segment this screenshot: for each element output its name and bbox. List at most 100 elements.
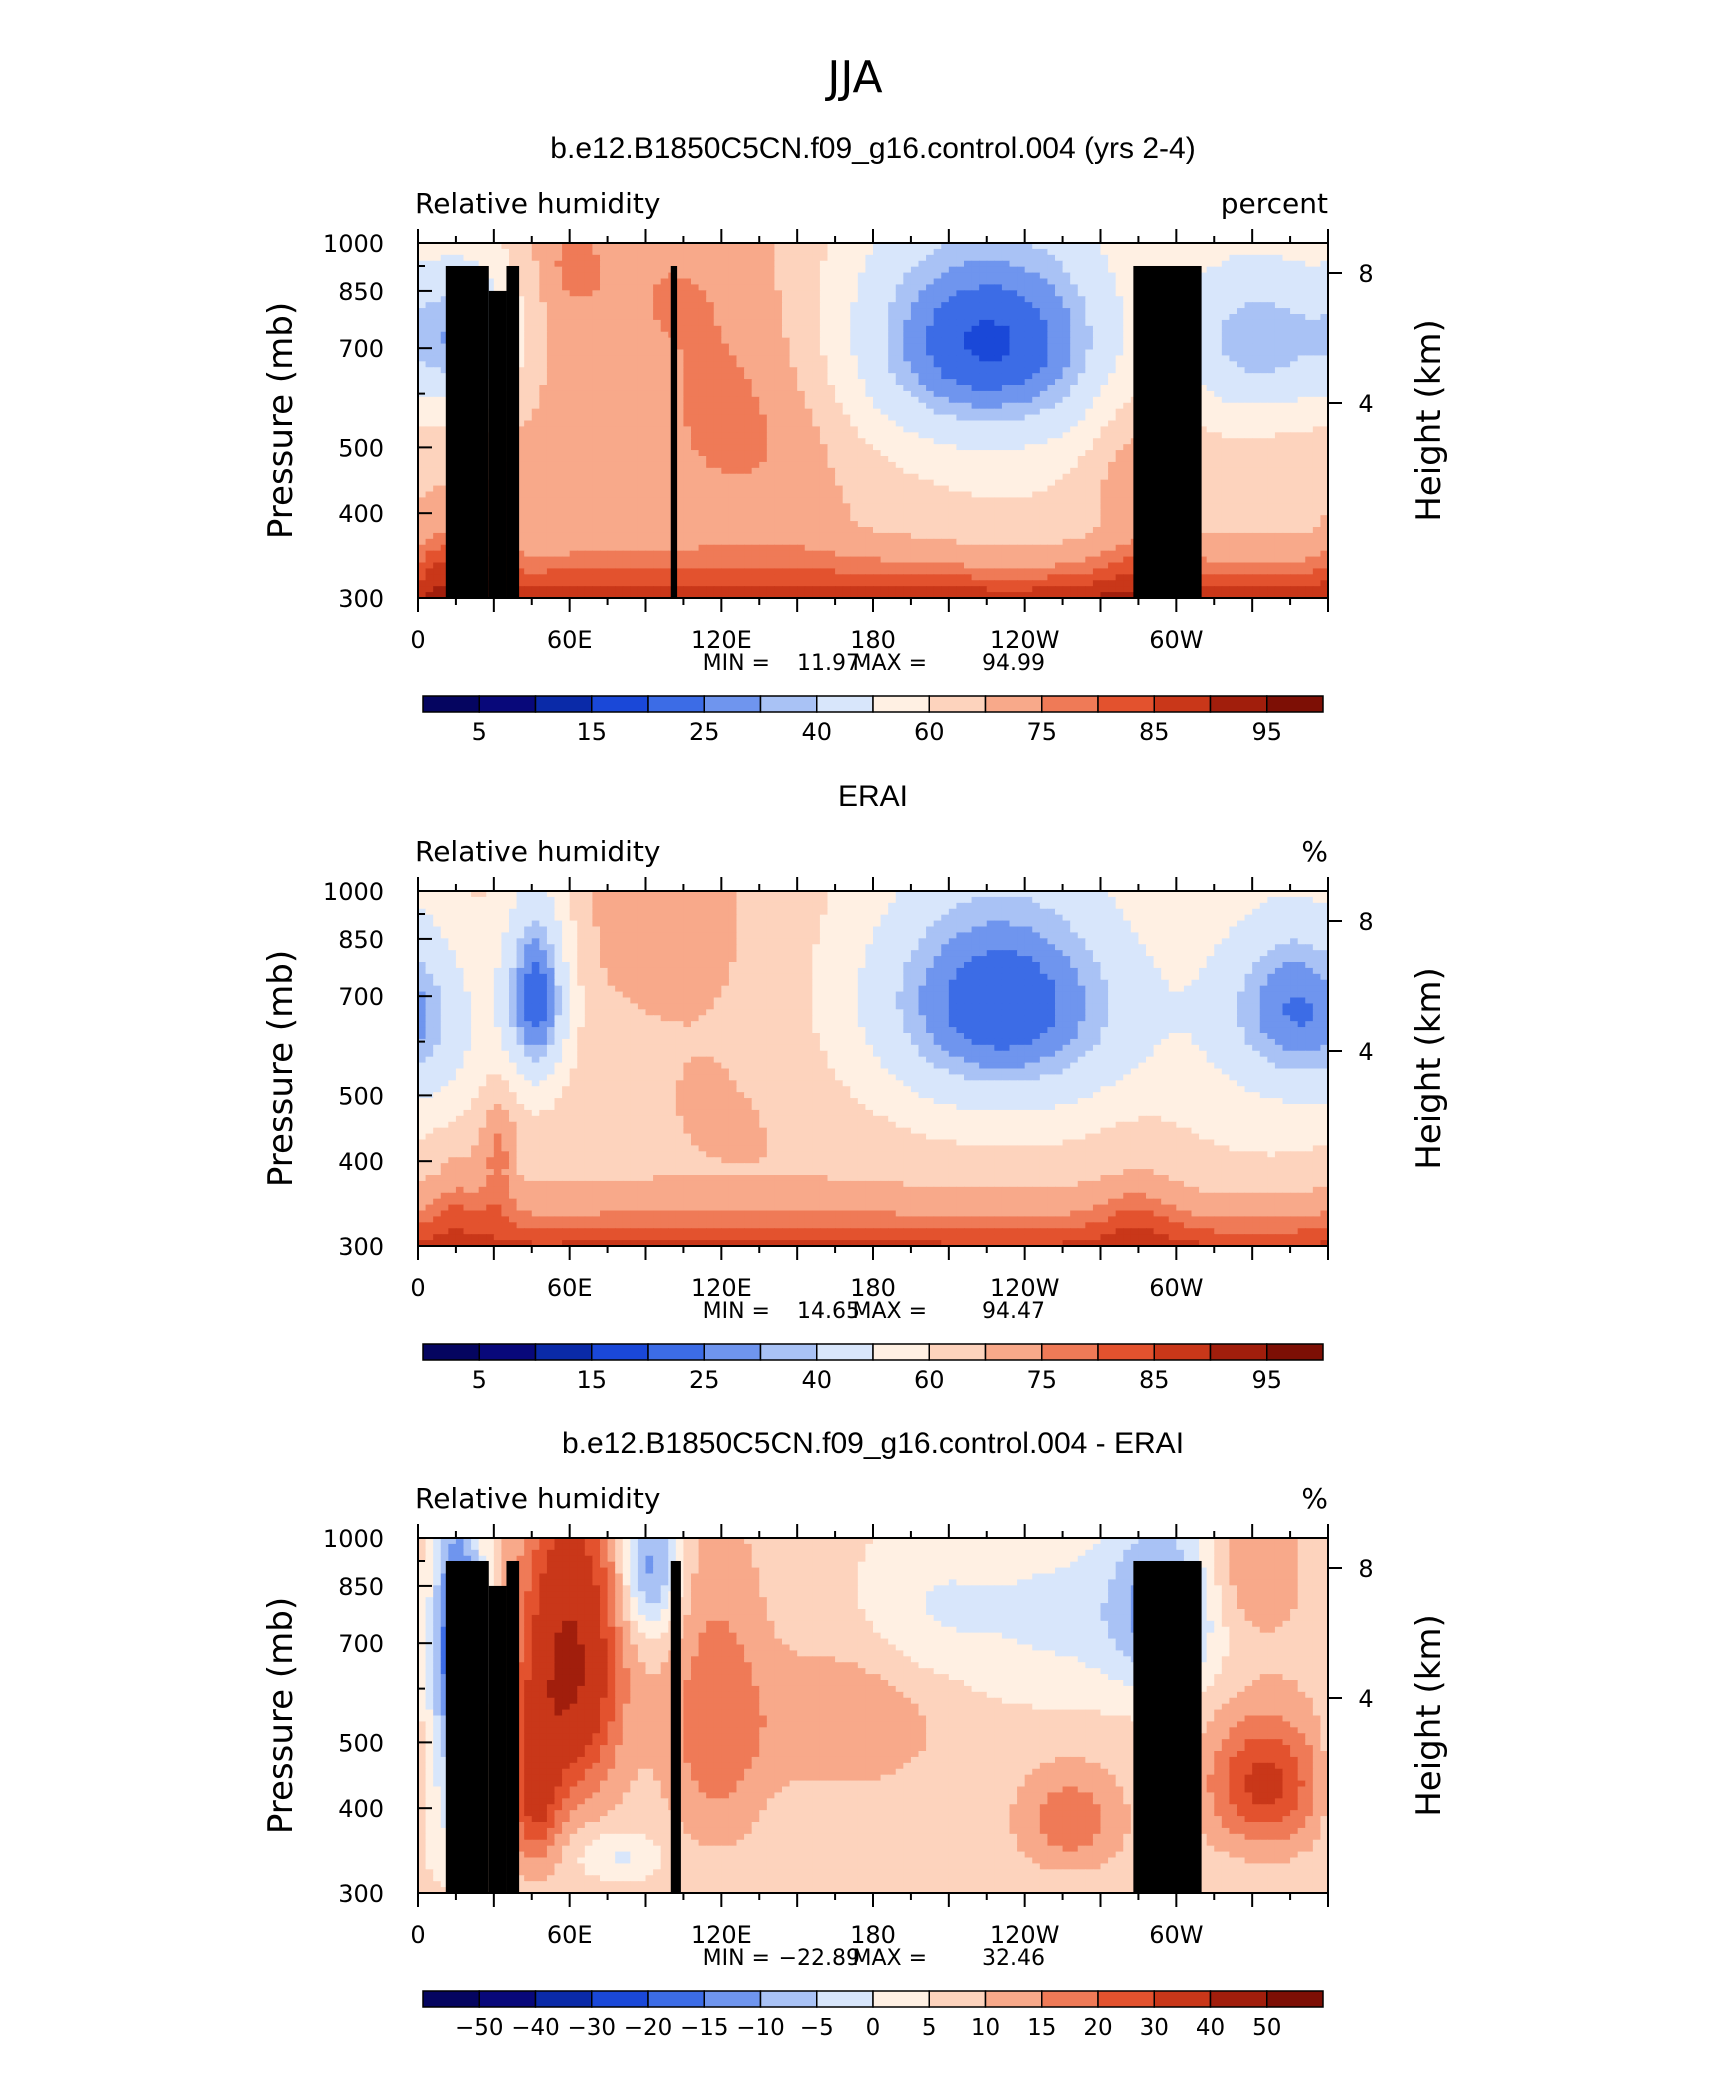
contour-cell bbox=[949, 355, 957, 362]
contour-cell bbox=[646, 415, 654, 422]
contour-cell bbox=[1101, 474, 1109, 481]
contour-cell bbox=[987, 255, 995, 262]
contour-cell bbox=[797, 438, 805, 445]
contour-cell bbox=[835, 385, 843, 392]
contour-cell bbox=[767, 385, 775, 392]
contour-cell bbox=[873, 462, 881, 469]
contour-cell bbox=[577, 290, 585, 297]
contour-cell bbox=[873, 255, 881, 262]
contour-cell bbox=[1025, 474, 1033, 481]
contour-cell bbox=[623, 421, 631, 428]
contour-cell bbox=[835, 432, 843, 439]
contour-cell bbox=[1055, 361, 1063, 368]
contour-cell bbox=[1032, 367, 1040, 374]
contour-cell bbox=[721, 249, 729, 256]
contour-cell bbox=[1010, 326, 1018, 333]
contour-cell bbox=[919, 474, 927, 481]
contour-cell bbox=[1055, 261, 1063, 268]
contour-cell bbox=[1313, 438, 1321, 445]
contour-cell bbox=[1108, 279, 1116, 286]
contour-cell bbox=[843, 486, 851, 493]
contour-cell bbox=[774, 421, 782, 428]
contour-cell bbox=[1070, 438, 1078, 445]
contour-cell bbox=[964, 314, 972, 321]
contour-cell bbox=[555, 397, 563, 404]
contour-cell bbox=[1154, 249, 1162, 256]
contour-cell bbox=[994, 332, 1002, 339]
contour-cell bbox=[1305, 456, 1313, 463]
contour-cell bbox=[577, 391, 585, 398]
contour-cell bbox=[820, 267, 828, 274]
contour-cell bbox=[653, 320, 661, 327]
contour-cell bbox=[1017, 255, 1025, 262]
contour-cell bbox=[964, 444, 972, 451]
contour-cell bbox=[903, 361, 911, 368]
contour-cell bbox=[1252, 397, 1260, 404]
contour-cell bbox=[782, 409, 790, 416]
contour-cell bbox=[1207, 273, 1215, 280]
contour-cell bbox=[752, 326, 760, 333]
contour-cell bbox=[585, 415, 593, 422]
contour-cell bbox=[1032, 474, 1040, 481]
contour-cell bbox=[1252, 480, 1260, 487]
contour-cell bbox=[539, 284, 547, 291]
contour-cell bbox=[426, 314, 434, 321]
contour-cell bbox=[972, 432, 980, 439]
contour-cell bbox=[1305, 332, 1313, 339]
contour-cell bbox=[1032, 261, 1040, 268]
contour-cell bbox=[418, 456, 426, 463]
contour-cell bbox=[1010, 361, 1018, 368]
contour-cell bbox=[494, 261, 502, 268]
contour-cell bbox=[759, 332, 767, 339]
contour-cell bbox=[956, 267, 964, 274]
contour-cell bbox=[653, 255, 661, 262]
contour-cell bbox=[1123, 267, 1131, 274]
contour-cell bbox=[752, 385, 760, 392]
contour-cell bbox=[926, 421, 934, 428]
contour-cell bbox=[1260, 415, 1268, 422]
contour-cell bbox=[1085, 421, 1093, 428]
contour-cell bbox=[1101, 462, 1109, 469]
contour-cell bbox=[1047, 373, 1055, 380]
contour-cell bbox=[994, 267, 1002, 274]
contour-cell bbox=[433, 421, 441, 428]
contour-cell bbox=[661, 355, 669, 362]
contour-cell bbox=[1229, 355, 1237, 362]
contour-cell bbox=[706, 432, 714, 439]
contour-cell bbox=[835, 249, 843, 256]
contour-cell bbox=[956, 468, 964, 475]
contour-cell bbox=[979, 456, 987, 463]
contour-cell bbox=[850, 267, 858, 274]
contour-cell bbox=[570, 249, 578, 256]
contour-cell bbox=[1085, 409, 1093, 416]
contour-cell bbox=[555, 332, 563, 339]
contour-cell bbox=[1078, 355, 1086, 362]
contour-cell bbox=[1116, 450, 1124, 457]
contour-cell bbox=[797, 355, 805, 362]
contour-cell bbox=[532, 426, 540, 433]
contour-cell bbox=[820, 332, 828, 339]
contour-cell bbox=[941, 261, 949, 268]
contour-cell bbox=[1017, 308, 1025, 315]
contour-cell bbox=[782, 391, 790, 398]
contour-cell bbox=[1101, 314, 1109, 321]
contour-cell bbox=[691, 432, 699, 439]
contour-cell bbox=[1298, 344, 1306, 351]
contour-cell bbox=[949, 373, 957, 380]
contour-cell bbox=[1267, 249, 1275, 256]
contour-cell bbox=[653, 267, 661, 274]
contour-cell bbox=[706, 284, 714, 291]
contour-cell bbox=[843, 338, 851, 345]
contour-cell bbox=[577, 426, 585, 433]
contour-cell bbox=[577, 456, 585, 463]
contour-cell bbox=[812, 320, 820, 327]
contour-cell bbox=[850, 450, 858, 457]
contour-cell bbox=[653, 367, 661, 374]
contour-cell bbox=[1275, 438, 1283, 445]
contour-cell bbox=[774, 355, 782, 362]
contour-cell bbox=[911, 326, 919, 333]
contour-cell bbox=[1032, 355, 1040, 362]
contour-cell bbox=[1101, 296, 1109, 303]
contour-cell bbox=[1245, 438, 1253, 445]
contour-cell bbox=[896, 426, 904, 433]
